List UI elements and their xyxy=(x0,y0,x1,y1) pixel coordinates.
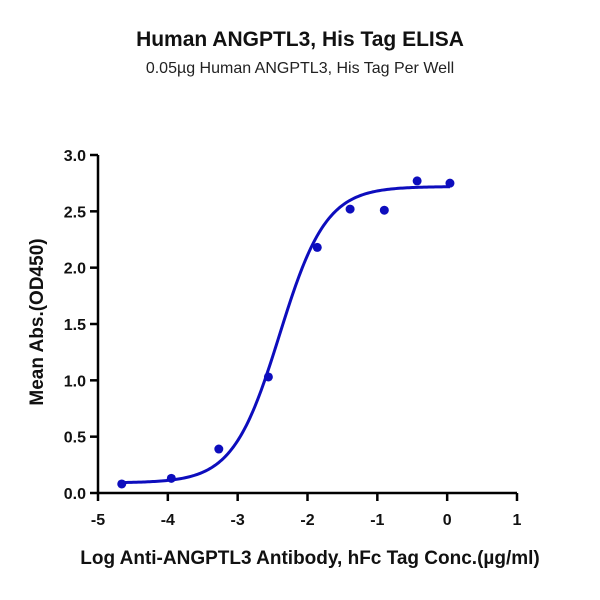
y-tick-label: 2.0 xyxy=(64,261,86,278)
chart-subtitle: 0.05µg Human ANGPTL3, His Tag Per Well xyxy=(145,60,455,77)
data-point xyxy=(412,176,422,186)
x-tick-label: -5 xyxy=(91,512,105,529)
y-tick-label: 0.5 xyxy=(64,430,86,447)
axes: 0.0 0.5 1.0 1.5 2.0 2.5 3.0 -5 -4 -3 -2 -1 0 1 xyxy=(64,148,522,529)
data-points xyxy=(117,176,455,489)
chart-title: Human ANGPTL3, His Tag ELISA xyxy=(136,28,464,51)
x-tick-label: 1 xyxy=(513,512,522,529)
y-tick-label: 1.0 xyxy=(64,373,86,390)
x-tick-label: -2 xyxy=(300,512,314,529)
data-point xyxy=(445,178,455,188)
y-tick-label: 0.0 xyxy=(64,486,86,503)
data-point xyxy=(166,473,176,483)
fit-curve xyxy=(121,185,450,485)
x-tick-label: -3 xyxy=(231,512,245,529)
data-point xyxy=(345,204,355,214)
data-point xyxy=(312,242,322,252)
y-tick-label: 2.5 xyxy=(64,204,86,221)
x-tick-label: 0 xyxy=(443,512,452,529)
data-point xyxy=(379,205,389,215)
x-tick-label: -4 xyxy=(161,512,175,529)
data-point xyxy=(263,372,273,382)
data-point xyxy=(117,479,127,489)
data-point xyxy=(214,444,224,454)
y-tick-label: 3.0 xyxy=(64,148,86,165)
x-tick-label: -1 xyxy=(370,512,384,529)
y-tick-label: 1.5 xyxy=(64,317,86,334)
x-axis-label: Log Anti-ANGPTL3 Antibody, hFc Tag Conc.… xyxy=(80,548,540,569)
